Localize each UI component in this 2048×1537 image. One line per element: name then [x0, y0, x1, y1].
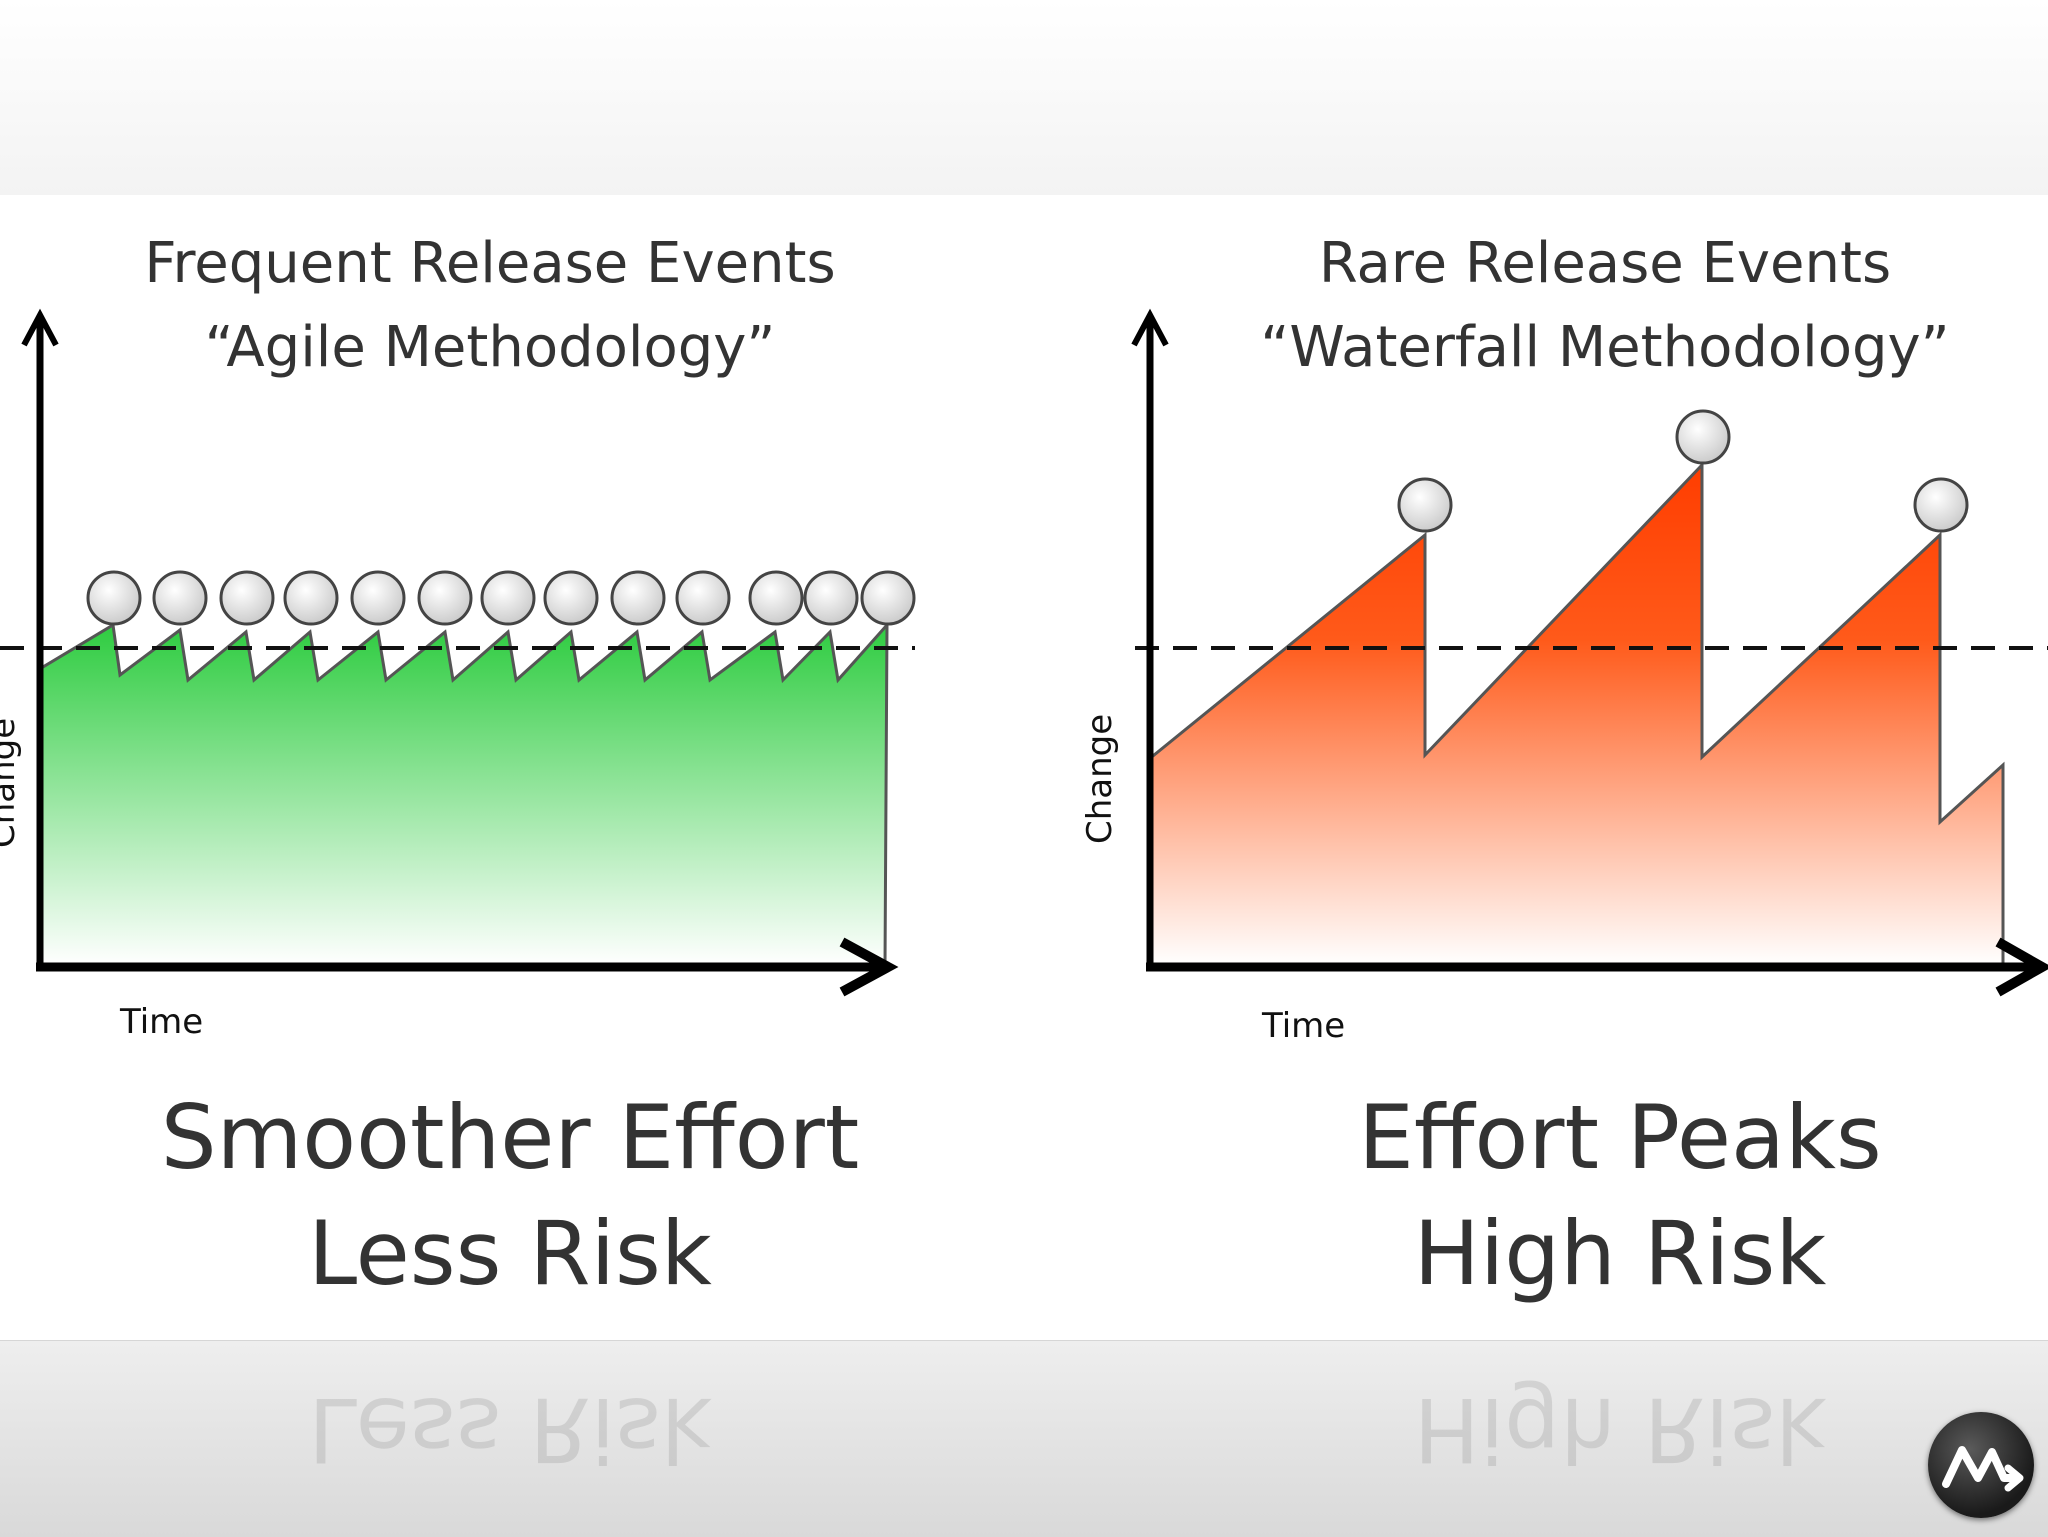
- right-caption-line2: High Risk: [1413, 1202, 1827, 1305]
- bottom-band: [0, 1340, 2048, 1537]
- right-x-axis-label: Time: [1262, 1006, 1346, 1046]
- left-y-axis-arrowhead: [21, 308, 59, 347]
- right-title: Rare Release Events “Waterfall Methodolo…: [1100, 222, 2048, 390]
- release-event: [219, 570, 275, 626]
- left-title: Frequent Release Events “Agile Methodolo…: [0, 222, 980, 390]
- left-caption-line1: Smoother Effort: [160, 1086, 860, 1189]
- top-band: [0, 0, 2048, 195]
- left-x-axis-arrowhead: [839, 937, 899, 997]
- agile-effort-area: [36, 621, 889, 967]
- left-caption-reflection: Less Risk: [308, 1378, 712, 1481]
- release-event: [675, 570, 731, 626]
- logo-glyph: [1942, 1446, 2024, 1492]
- right-title-line1: Rare Release Events: [1318, 231, 1892, 296]
- release-event: [543, 570, 599, 626]
- right-title-line2: “Waterfall Methodology”: [1260, 315, 1950, 380]
- release-event: [350, 570, 406, 626]
- release-event: [748, 570, 804, 626]
- right-y-axis-label: Change: [1080, 713, 1120, 844]
- right-caption-reflection: High Risk: [1413, 1378, 1827, 1481]
- release-event: [417, 570, 473, 626]
- left-release-events: [86, 570, 916, 626]
- release-event: [1913, 477, 1969, 533]
- waterfall-effort-area: [1146, 461, 2005, 967]
- release-event: [610, 570, 666, 626]
- release-event: [860, 570, 916, 626]
- release-event: [283, 570, 339, 626]
- right-release-events: [1397, 409, 1969, 533]
- release-event: [152, 570, 208, 626]
- release-event: [803, 570, 859, 626]
- left-y-axis-label: Change: [0, 717, 23, 848]
- left-caption: Smoother Effort Less Risk: [0, 1080, 1020, 1312]
- left-title-line2: “Agile Methodology”: [204, 315, 776, 380]
- release-event: [1675, 409, 1731, 465]
- right-caption-line1: Effort Peaks: [1358, 1086, 1882, 1189]
- brand-logo-icon[interactable]: [1928, 1412, 2034, 1518]
- left-x-axis-label: Time: [120, 1002, 204, 1042]
- right-chart: [1131, 308, 2048, 997]
- left-chart: [0, 308, 916, 997]
- right-caption: Effort Peaks High Risk: [1120, 1080, 2048, 1312]
- release-event: [1397, 477, 1453, 533]
- right-y-axis-arrowhead: [1131, 308, 1169, 347]
- left-caption-line2: Less Risk: [308, 1202, 712, 1305]
- left-title-line1: Frequent Release Events: [144, 231, 836, 296]
- right-x-axis-arrowhead: [1995, 937, 2048, 997]
- release-event: [86, 570, 142, 626]
- release-event: [480, 570, 536, 626]
